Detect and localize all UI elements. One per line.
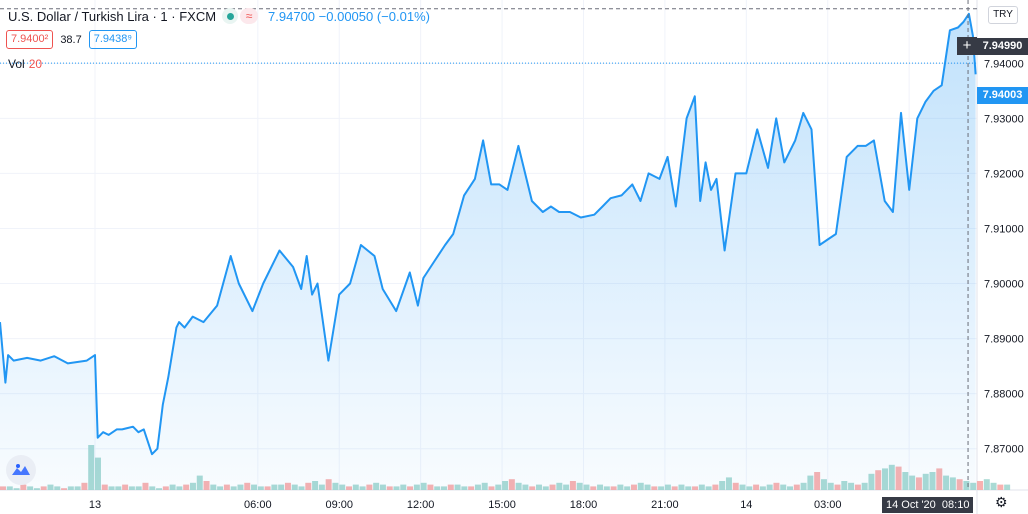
crosshair-date: 14 Oct '20 [886, 499, 936, 511]
market-status-dot-icon[interactable] [222, 8, 239, 24]
crosshair-date-tag: 14 Oct '20 08:10 [882, 497, 974, 513]
plus-icon[interactable]: + [957, 37, 977, 55]
price-line [0, 12, 977, 456]
gear-icon[interactable]: ⚙ [995, 494, 1008, 510]
x-tick-label: 14 [740, 499, 752, 511]
volume-bar [977, 481, 983, 490]
last-price-tag: 7.94003 [977, 87, 1028, 104]
x-tick-label: 15:00 [488, 499, 516, 511]
last-quote: 7.94700 −0.00050 (−0.01%) [268, 8, 430, 24]
volume-value: 20 [28, 57, 43, 71]
volume-bar [990, 482, 997, 490]
y-tick-label: 7.87000 [984, 444, 1024, 456]
chart-header: U.S. Dollar / Turkish Lira · 1 · FXCM ≈ … [8, 7, 430, 25]
volume-bar [1004, 484, 1011, 490]
symbol-title[interactable]: U.S. Dollar / Turkish Lira · 1 · FXCM [8, 8, 217, 24]
y-tick-label: 7.91000 [984, 223, 1024, 235]
volume-legend[interactable]: Vol 20 [8, 57, 42, 71]
x-tick-label: 09:00 [325, 499, 353, 511]
x-tick-label: 18:00 [570, 499, 598, 511]
volume-bar [997, 484, 1004, 490]
x-tick-label: 06:00 [244, 499, 272, 511]
sell-price-button[interactable]: 7.9400² [6, 30, 54, 49]
x-tick-label: 21:00 [651, 499, 679, 511]
approx-icon[interactable]: ≈ [240, 8, 259, 24]
crosshair-price-tag: 7.94990 [977, 38, 1028, 55]
x-tick-label: 13 [89, 499, 101, 511]
crosshair-time: 08:10 [941, 499, 970, 511]
price-area [0, 13, 976, 491]
spread-value: 38.7 [60, 33, 82, 46]
y-tick-label: 7.93000 [984, 113, 1024, 125]
bid-ask-panel: 7.9400² 38.7 7.9438⁹ [6, 30, 138, 49]
x-tick-label: 03:00 [814, 499, 842, 511]
currency-badge[interactable]: TRY [988, 6, 1018, 24]
volume-bar [983, 479, 990, 490]
y-tick-label: 7.89000 [984, 334, 1024, 346]
y-tick-label: 7.92000 [984, 168, 1024, 180]
y-tick-label: 7.94000 [984, 58, 1024, 70]
tradingview-logo-icon[interactable] [6, 455, 36, 485]
y-tick-label: 7.88000 [984, 389, 1024, 401]
volume-label: Vol [8, 57, 25, 71]
y-tick-label: 7.90000 [984, 279, 1024, 291]
x-tick-label: 12:00 [407, 499, 435, 511]
buy-price-button[interactable]: 7.9438⁹ [88, 30, 138, 49]
